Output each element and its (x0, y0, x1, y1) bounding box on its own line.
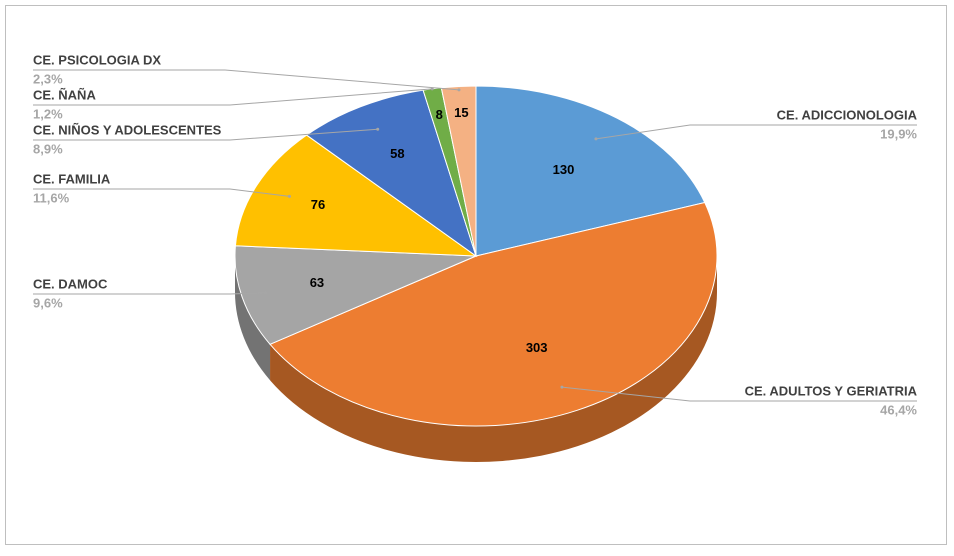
leader-line (33, 188, 290, 197)
percent-label: 9,6% (33, 295, 63, 310)
slice (234, 134, 478, 257)
leader-line (33, 128, 378, 141)
data-label: 8 (436, 107, 443, 122)
data-label: 76 (311, 197, 325, 212)
leader-line (33, 88, 433, 106)
leader-line (561, 386, 917, 402)
slice (269, 201, 718, 427)
percent-label: 11,6% (33, 190, 70, 205)
leader-dot (594, 137, 598, 141)
category-label: CE. ADICCIONOLOGIA (777, 107, 918, 122)
leader-line (33, 69, 460, 91)
data-label: 58 (390, 146, 404, 161)
category-label: CE. NIÑOS Y ADOLESCENTES (33, 122, 222, 137)
slice-side (270, 256, 717, 462)
slice (234, 245, 477, 345)
percent-label: 2,3% (33, 71, 63, 86)
data-label: 303 (526, 340, 548, 355)
percent-label: 19,9% (880, 126, 917, 141)
percent-label: 1,2% (33, 106, 63, 121)
slice-side (235, 256, 271, 381)
data-label: 130 (553, 162, 575, 177)
leader-line (33, 292, 266, 295)
category-label: CE. DAMOC (33, 276, 108, 291)
leader-line (595, 124, 917, 140)
percent-label: 46,4% (880, 402, 917, 417)
data-label: 63 (310, 275, 324, 290)
slice (440, 85, 477, 257)
slice (475, 85, 706, 257)
category-label: CE. ADULTOS Y GERIATRIA (745, 383, 918, 398)
leader-dot (560, 385, 564, 389)
data-label: 15 (454, 105, 468, 120)
category-label: CE. PSICOLOGIA DX (33, 52, 161, 67)
leader-dot (287, 194, 291, 198)
leader-dot (263, 291, 267, 295)
percent-label: 8,9% (33, 141, 63, 156)
leader-dot (376, 127, 380, 131)
category-label: CE. ÑAÑA (33, 87, 96, 102)
leader-dot (457, 88, 461, 92)
category-label: CE. FAMILIA (33, 171, 111, 186)
